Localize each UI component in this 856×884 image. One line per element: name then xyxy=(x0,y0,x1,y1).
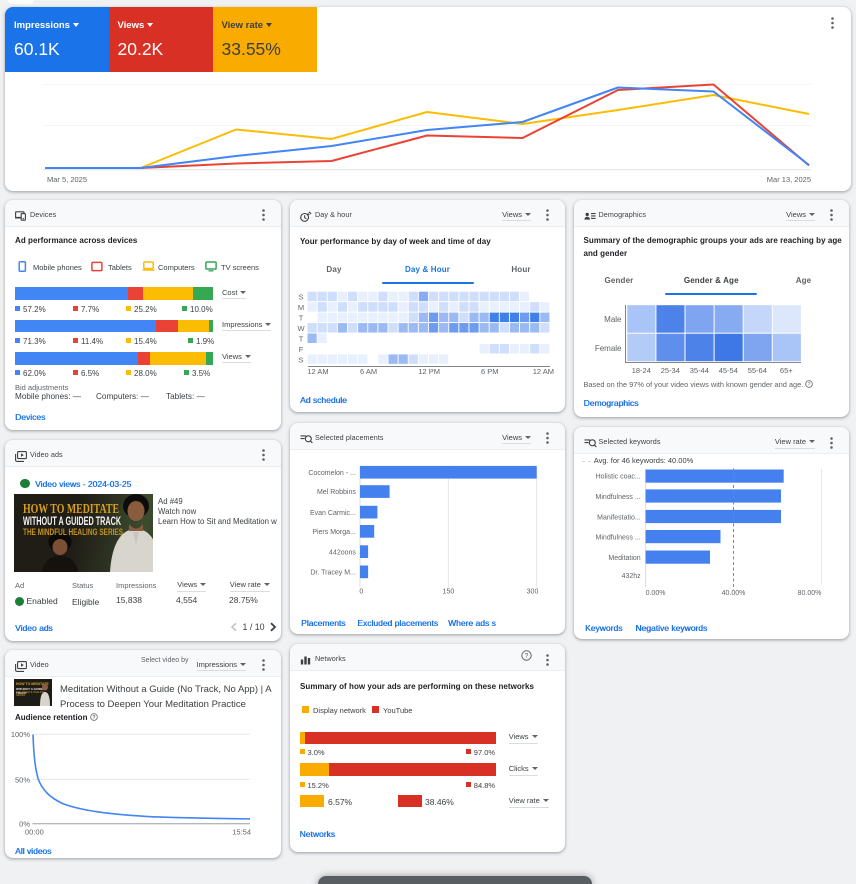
svg-text:Dr. Tracey M...: Dr. Tracey M... xyxy=(310,569,356,576)
svg-text:?: ? xyxy=(92,714,95,720)
svg-text:T: T xyxy=(299,334,304,343)
svg-text:0%: 0% xyxy=(19,819,30,828)
svg-text:Holistic coac...: Holistic coac... xyxy=(595,474,640,481)
svg-text:?: ? xyxy=(808,382,811,388)
svg-text:?: ? xyxy=(525,653,529,660)
svg-text:M: M xyxy=(298,303,304,312)
svg-text:W: W xyxy=(297,324,305,333)
svg-text:Manifestatio...: Manifestatio... xyxy=(597,515,641,522)
svg-text:Evan Carmic...: Evan Carmic... xyxy=(310,509,356,516)
svg-text:Piers Morga...: Piers Morga... xyxy=(312,529,356,536)
svg-text:50%: 50% xyxy=(15,775,30,784)
svg-text:Mindfulness ...: Mindfulness ... xyxy=(595,494,640,501)
svg-text:80.00%: 80.00% xyxy=(797,590,821,597)
svg-text:0: 0 xyxy=(359,588,363,595)
svg-text:0.00%: 0.00% xyxy=(645,590,665,597)
svg-text:300: 300 xyxy=(527,588,539,595)
svg-text:S: S xyxy=(298,292,303,301)
svg-text:Meditation: Meditation xyxy=(608,555,640,562)
svg-text:S: S xyxy=(298,355,303,364)
svg-text:100%: 100% xyxy=(11,730,31,739)
svg-text:00:00: 00:00 xyxy=(25,827,44,836)
svg-text:Mindfulness ...: Mindfulness ... xyxy=(595,535,640,542)
svg-text:150: 150 xyxy=(443,588,455,595)
svg-text:442oons: 442oons xyxy=(329,549,356,556)
svg-text:T: T xyxy=(299,313,304,322)
svg-text:Mel Robbins: Mel Robbins xyxy=(317,489,356,496)
svg-text:F: F xyxy=(299,345,304,354)
svg-text:432hz: 432hz xyxy=(621,573,641,580)
svg-text:40.00%: 40.00% xyxy=(721,590,745,597)
svg-text:Cocomelon - ...: Cocomelon - ... xyxy=(308,469,356,476)
svg-text:15:54: 15:54 xyxy=(232,827,251,836)
